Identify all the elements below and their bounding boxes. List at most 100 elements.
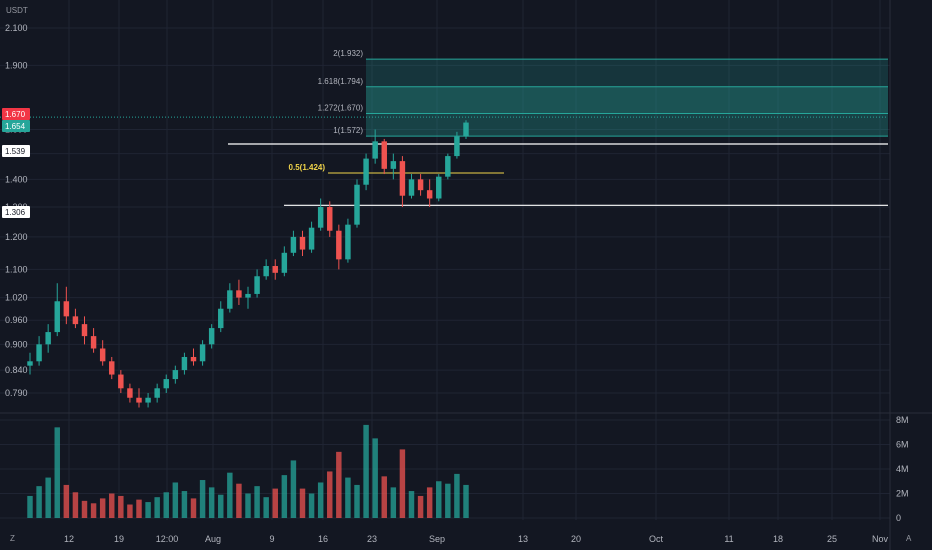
candle-body <box>154 388 160 398</box>
volume-bar <box>208 487 215 518</box>
time-tick-label: Sep <box>429 534 445 544</box>
time-axis[interactable]: 12 19 12:00 Aug 9 16 23 Sep 13 20 Oct 11 18 25 Nov <box>64 534 889 544</box>
fib-level-label: 1.618(1.794) <box>318 77 364 86</box>
candle-body <box>463 122 469 137</box>
candlestick-series <box>27 120 469 408</box>
volume-bar <box>109 493 115 518</box>
price-tick-label: 0.840 <box>5 365 28 375</box>
candle-body <box>254 276 260 294</box>
volume-bar <box>381 476 387 518</box>
volume-bar <box>345 477 351 518</box>
time-tick-label: 16 <box>318 534 328 544</box>
volume-bar <box>299 488 306 518</box>
fib-band <box>366 86 888 114</box>
time-tick-label: Aug <box>205 534 221 544</box>
volume-tick-label: 0 <box>896 513 901 523</box>
volume-bar <box>336 451 342 518</box>
price-tag-bg <box>2 145 30 157</box>
volume-bar <box>63 484 70 518</box>
time-tick-label: 13 <box>518 534 528 544</box>
price-tag-bg <box>2 108 30 120</box>
candle-body <box>136 397 142 403</box>
candle-body <box>208 328 215 345</box>
candle-body <box>354 184 360 225</box>
auto-scale-button[interactable]: A <box>906 534 912 543</box>
candle-body <box>227 290 233 309</box>
time-tick-label: Oct <box>649 534 664 544</box>
fib-band <box>366 113 888 137</box>
price-tick-label: 1.020 <box>5 293 28 303</box>
time-tick-label: 25 <box>827 534 837 544</box>
grid-lines <box>0 0 890 520</box>
time-tick-label: 12:00 <box>156 534 179 544</box>
candle-body <box>454 136 460 157</box>
candle-body <box>81 324 88 337</box>
price-tag-bg <box>2 206 30 218</box>
volume-bar <box>54 427 60 518</box>
fib-level-label: 0.5(1.424) <box>289 163 326 172</box>
fib-level-label: 1.272(1.670) <box>318 104 364 113</box>
volume-bar <box>81 500 88 518</box>
candle-body <box>72 316 79 325</box>
volume-bar <box>363 424 369 518</box>
volume-bar <box>90 503 97 518</box>
price-tick-label: 2.100 <box>5 23 28 33</box>
volume-bar <box>354 484 360 518</box>
candle-body <box>190 356 197 362</box>
candle-body <box>290 236 297 253</box>
candle-body <box>281 252 288 273</box>
timezone-button[interactable]: Z <box>10 534 15 543</box>
candle-body <box>109 361 115 375</box>
candle-body <box>426 190 433 199</box>
volume-bar <box>36 486 42 518</box>
time-tick-label: 9 <box>269 534 274 544</box>
candle-body <box>172 370 179 380</box>
candle-body <box>263 266 269 277</box>
volume-bar <box>99 498 106 518</box>
candle-body <box>363 158 369 185</box>
candle-body <box>272 266 278 273</box>
price-tag-label: 1.654 <box>5 122 26 131</box>
volume-bar <box>145 502 151 518</box>
volume-series <box>27 424 469 518</box>
fib-extension-zone[interactable]: 2(1.932) 1.618(1.794) 1.272(1.670) 1(1.572)… <box>289 49 888 174</box>
volume-bar <box>72 492 79 518</box>
volume-bar <box>327 471 333 518</box>
candle-body <box>199 344 206 362</box>
volume-bar <box>190 498 197 518</box>
candle-body <box>345 224 351 260</box>
candle-body <box>445 156 451 177</box>
volume-bar <box>218 494 224 518</box>
candle-body <box>99 348 106 362</box>
volume-bar <box>245 493 251 518</box>
candle-body <box>181 356 188 371</box>
price-tick-label: 1.900 <box>5 60 28 70</box>
volume-bar <box>372 438 378 518</box>
candle-body <box>245 293 251 298</box>
fib-level-label: 2(1.932) <box>333 49 363 58</box>
candle-body <box>218 308 224 329</box>
candle-body <box>27 361 33 366</box>
price-tick-label: 1.200 <box>5 232 28 242</box>
time-tick-label: 20 <box>571 534 581 544</box>
price-tag-bg <box>2 120 30 132</box>
volume-axis[interactable]: 8M 6M 4M 2M 0 <box>896 415 909 523</box>
candle-body <box>327 207 333 231</box>
candle-body <box>145 397 151 403</box>
candle-body <box>54 301 60 333</box>
volume-bar <box>454 473 460 518</box>
candle-body <box>118 374 124 389</box>
volume-bar <box>118 495 124 518</box>
volume-bar <box>199 480 206 518</box>
volume-bar <box>308 493 315 518</box>
volume-bar <box>281 475 288 518</box>
price-tick-label: 0.960 <box>5 315 28 325</box>
candle-body <box>372 141 378 159</box>
volume-bar <box>445 483 451 518</box>
volume-bar <box>390 487 397 518</box>
price-tick-label: 1.400 <box>5 174 28 184</box>
horizontal-levels[interactable] <box>0 116 888 206</box>
volume-bar <box>399 449 406 518</box>
volume-bar <box>227 472 233 518</box>
